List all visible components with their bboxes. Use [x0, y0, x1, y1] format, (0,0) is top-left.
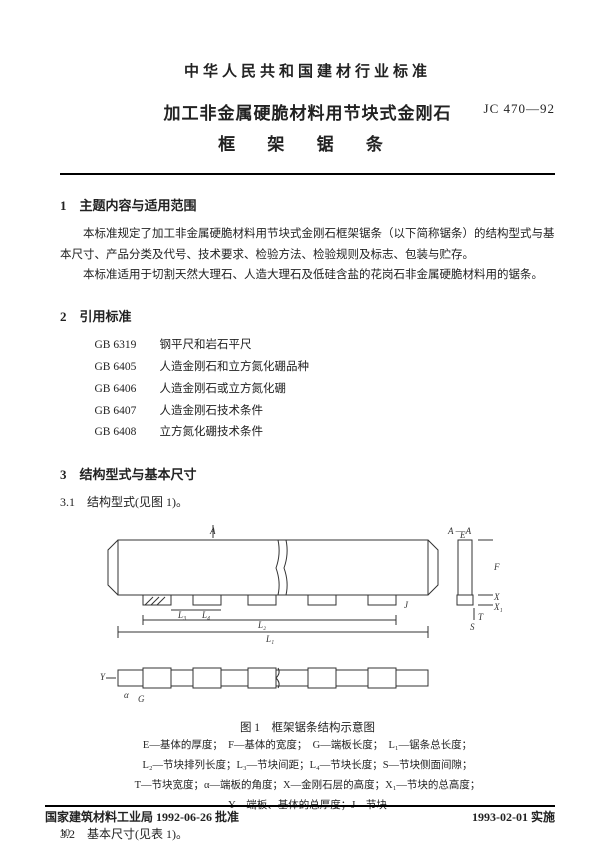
header: 中华人民共和国建材行业标准 加工非金属硬脆材料用节块式金刚石 框 架 锯 条 J… — [60, 60, 555, 155]
page-number: 10 — [60, 828, 70, 839]
title-main: 加工非金属硬脆材料用节块式金刚石 — [164, 99, 452, 124]
ref-code: GB 6407 — [95, 401, 160, 423]
fig-label-L1: L₁ — [265, 634, 274, 644]
fig-label-T: T — [478, 612, 484, 622]
standard-code: JC 470—92 — [484, 101, 555, 117]
fig-label-Y: Y — [100, 672, 106, 682]
ref-title: 人造金刚石技术条件 — [160, 401, 264, 423]
ref-item: GB 6405人造金刚石和立方氮化硼品种 — [95, 357, 556, 379]
ref-item: GB 6408立方氮化硼技术条件 — [95, 422, 556, 444]
figure-svg: A A — A F X X₁ S E T J L₃ L₄ L₂ L₁ Y G α — [98, 520, 518, 710]
org-line: 中华人民共和国建材行业标准 — [60, 60, 555, 81]
ref-title: 人造金刚石或立方氮化硼 — [160, 379, 287, 401]
title-row: 加工非金属硬脆材料用节块式金刚石 框 架 锯 条 JC 470—92 — [60, 99, 555, 155]
figure-legend2: L₂—节块排列长度；L₃—节块间距；L₄—节块长度；S—节块侧面间隙； — [98, 757, 518, 775]
fig-label-X: X — [493, 592, 500, 602]
footer-right: 1993-02-01 实施 — [472, 808, 555, 825]
figure-1: A A — A F X X₁ S E T J L₃ L₄ L₂ L₁ Y G α… — [98, 520, 518, 814]
ref-code: GB 6406 — [95, 379, 160, 401]
fig-label-A: A — [209, 526, 216, 536]
page: 中华人民共和国建材行业标准 加工非金属硬脆材料用节块式金刚石 框 架 锯 条 J… — [0, 0, 600, 849]
ref-code: GB 6319 — [95, 335, 160, 357]
section3-sub2: 3.2 基本尺寸(见表 1)。 — [60, 825, 555, 842]
fig-label-F: F — [493, 562, 500, 572]
fig-label-L4: L₄ — [201, 610, 210, 620]
fig-label-alpha: α — [124, 690, 129, 700]
ref-item: GB 6407人造金刚石技术条件 — [95, 401, 556, 423]
ref-title: 人造金刚石和立方氮化硼品种 — [160, 357, 310, 379]
reference-list: GB 6319钢平尺和岩石平尺 GB 6405人造金刚石和立方氮化硼品种 GB … — [95, 335, 556, 444]
section3-heading: 3 结构型式与基本尺寸 — [60, 464, 555, 483]
footer-left: 国家建筑材料工业局 1992-06-26 批准 — [45, 808, 239, 825]
title-sub: 框 架 锯 条 — [164, 130, 452, 155]
footer: 国家建筑材料工业局 1992-06-26 批准 1993-02-01 实施 — [45, 808, 555, 825]
divider-top — [60, 173, 555, 175]
ref-code: GB 6408 — [95, 422, 160, 444]
fig-label-S: S — [470, 622, 475, 632]
figure-legend1: E—基体的厚度； F—基体的宽度； G—端板长度； L₁—锯条总长度； — [98, 737, 518, 755]
ref-item: GB 6406人造金刚石或立方氮化硼 — [95, 379, 556, 401]
divider-bottom — [45, 805, 555, 807]
fig-label-X1: X₁ — [493, 602, 503, 612]
ref-code: GB 6405 — [95, 357, 160, 379]
section2-heading: 2 引用标准 — [60, 306, 555, 325]
ref-title: 立方氮化硼技术条件 — [160, 422, 264, 444]
figure-legend3: T—节块宽度；α—端板的角度；X—金刚石层的高度；X₁—节块的总高度； — [98, 777, 518, 795]
fig-label-L2: L₂ — [257, 620, 266, 630]
section1-p1: 本标准规定了加工非金属硬脆材料用节块式金刚石框架锯条（以下简称锯条）的结构型式与… — [60, 224, 555, 265]
ref-item: GB 6319钢平尺和岩石平尺 — [95, 335, 556, 357]
fig-label-J: J — [404, 600, 409, 610]
figure-caption: 图 1 框架锯条结构示意图 — [98, 719, 518, 735]
title-group: 加工非金属硬脆材料用节块式金刚石 框 架 锯 条 — [164, 99, 452, 155]
ref-title: 钢平尺和岩石平尺 — [160, 335, 252, 357]
section1-heading: 1 主题内容与适用范围 — [60, 195, 555, 214]
section3-sub1: 3.1 结构型式(见图 1)。 — [60, 493, 555, 510]
fig-label-E: E — [459, 530, 466, 540]
fig-label-L3: L₃ — [177, 610, 186, 620]
fig-label-G: G — [138, 694, 145, 704]
section1-p2: 本标准适用于切割天然大理石、人造大理石及低硅含盐的花岗石非金属硬脆材料用的锯条。 — [60, 265, 555, 286]
